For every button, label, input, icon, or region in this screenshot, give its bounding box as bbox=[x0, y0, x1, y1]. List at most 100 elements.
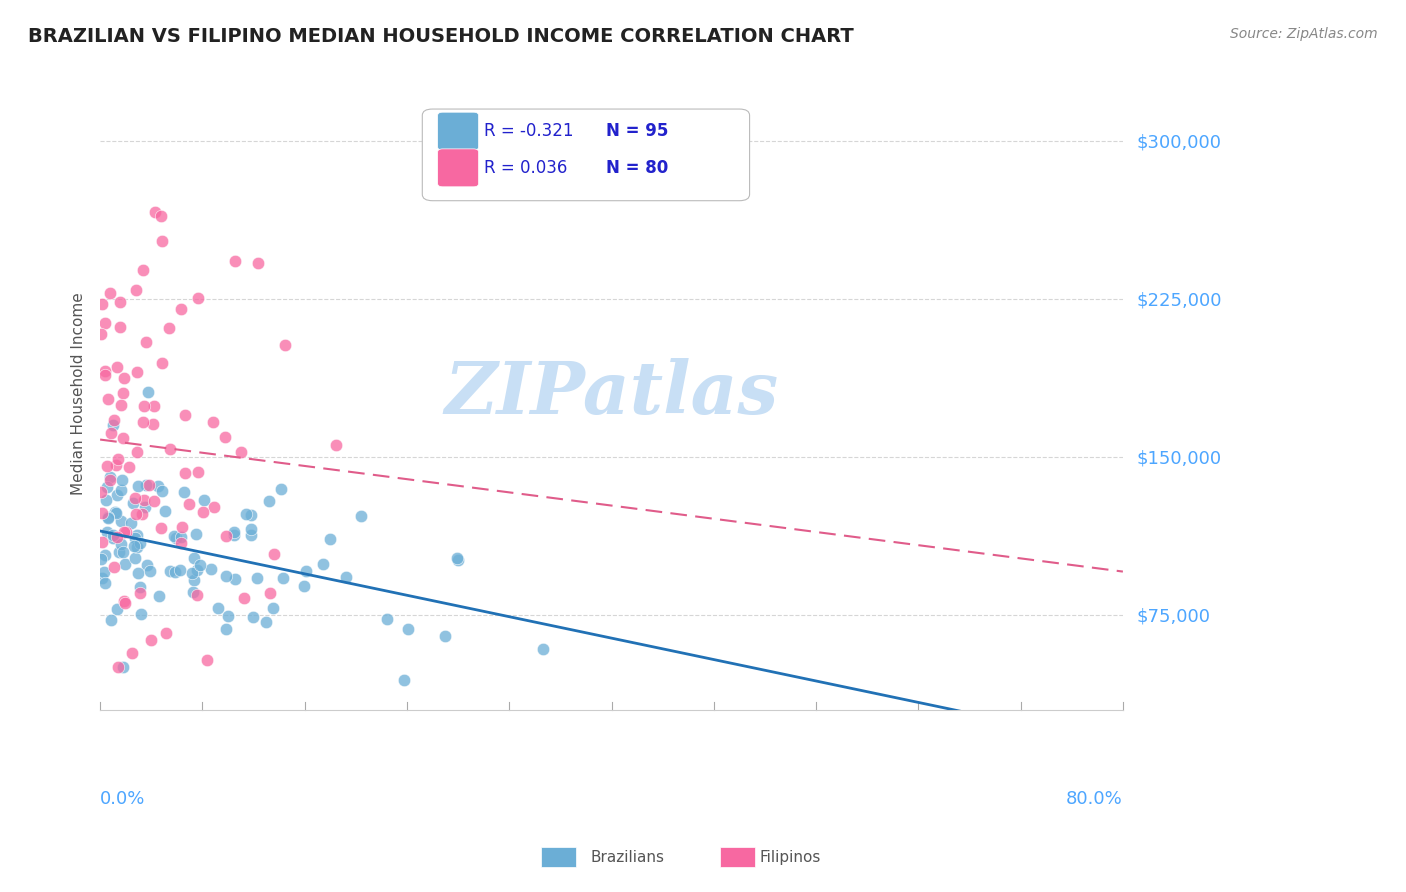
Point bbox=[142, 494, 165, 508]
Point bbox=[187, 465, 209, 479]
Point bbox=[114, 558, 136, 572]
Bar bbox=[720, 847, 755, 867]
Point bbox=[177, 497, 200, 511]
Point bbox=[96, 524, 118, 539]
FancyBboxPatch shape bbox=[422, 109, 749, 201]
Point bbox=[107, 602, 129, 616]
Point bbox=[169, 563, 191, 577]
Point bbox=[105, 530, 128, 544]
Point bbox=[121, 647, 143, 661]
Point bbox=[433, 629, 456, 643]
Point bbox=[125, 507, 148, 521]
Text: 0.0%: 0.0% bbox=[100, 789, 145, 807]
Point bbox=[143, 205, 166, 219]
Point bbox=[173, 409, 195, 423]
Text: ZIPatlas: ZIPatlas bbox=[444, 358, 779, 429]
Point bbox=[111, 386, 134, 401]
Point bbox=[111, 545, 134, 559]
Point bbox=[127, 444, 149, 458]
Point bbox=[134, 492, 156, 507]
Point bbox=[127, 541, 149, 555]
Point bbox=[134, 500, 156, 515]
Point bbox=[91, 571, 114, 585]
Text: Brazilians: Brazilians bbox=[591, 850, 665, 865]
Point bbox=[114, 524, 136, 539]
Point bbox=[292, 579, 315, 593]
Text: Filipinos: Filipinos bbox=[759, 850, 821, 865]
Point bbox=[127, 527, 149, 541]
Point bbox=[240, 527, 263, 541]
Point bbox=[146, 479, 169, 493]
Point bbox=[233, 591, 256, 605]
Point bbox=[121, 496, 143, 510]
Text: R = 0.036: R = 0.036 bbox=[484, 159, 567, 177]
Point bbox=[155, 625, 177, 640]
Point bbox=[335, 570, 357, 584]
Point bbox=[152, 484, 174, 499]
Y-axis label: Median Household Income: Median Household Income bbox=[72, 292, 86, 495]
Point bbox=[112, 524, 135, 539]
Point bbox=[110, 514, 132, 528]
Point bbox=[235, 507, 257, 521]
Point bbox=[108, 544, 131, 558]
Text: N = 80: N = 80 bbox=[606, 159, 669, 177]
Point bbox=[125, 283, 148, 297]
Point bbox=[155, 504, 177, 518]
Point bbox=[103, 560, 125, 574]
Point bbox=[222, 525, 245, 540]
Point bbox=[271, 571, 294, 585]
Point bbox=[127, 566, 149, 581]
Point bbox=[150, 356, 173, 370]
Point bbox=[207, 601, 229, 615]
Point bbox=[108, 319, 131, 334]
Point bbox=[215, 622, 238, 636]
Point bbox=[132, 263, 155, 277]
Point bbox=[186, 588, 208, 602]
Point bbox=[186, 291, 208, 305]
Point bbox=[104, 506, 127, 520]
Point bbox=[110, 294, 132, 309]
Point bbox=[111, 660, 134, 674]
Point bbox=[263, 547, 285, 561]
Point bbox=[139, 632, 162, 647]
Point bbox=[262, 600, 284, 615]
Point bbox=[254, 615, 277, 630]
Point bbox=[98, 285, 121, 300]
Point bbox=[157, 320, 180, 334]
Point bbox=[129, 607, 152, 621]
Point bbox=[104, 458, 127, 472]
Point bbox=[295, 564, 318, 578]
Point bbox=[375, 612, 398, 626]
Point bbox=[94, 575, 117, 590]
Point bbox=[150, 521, 173, 535]
Point bbox=[142, 399, 165, 413]
Point bbox=[105, 359, 128, 374]
Point bbox=[97, 510, 120, 524]
Point bbox=[94, 368, 117, 382]
Point bbox=[135, 477, 157, 491]
Point bbox=[100, 613, 122, 627]
Point bbox=[139, 565, 162, 579]
Point bbox=[129, 580, 152, 594]
Text: 80.0%: 80.0% bbox=[1066, 789, 1123, 807]
Point bbox=[222, 528, 245, 542]
Point bbox=[183, 573, 205, 587]
Point bbox=[107, 488, 129, 502]
Point bbox=[142, 417, 165, 431]
Point bbox=[112, 371, 135, 385]
Point bbox=[100, 425, 122, 440]
Point bbox=[122, 539, 145, 553]
Point bbox=[159, 565, 181, 579]
Point bbox=[396, 623, 419, 637]
Point bbox=[394, 673, 416, 687]
Point bbox=[274, 337, 297, 351]
Point bbox=[186, 563, 208, 577]
Point bbox=[224, 254, 246, 268]
Point bbox=[94, 548, 117, 562]
Point bbox=[135, 558, 157, 572]
Point bbox=[90, 552, 112, 566]
Point bbox=[90, 326, 112, 341]
Point bbox=[125, 365, 148, 379]
Point bbox=[150, 209, 173, 223]
Point bbox=[132, 415, 155, 429]
